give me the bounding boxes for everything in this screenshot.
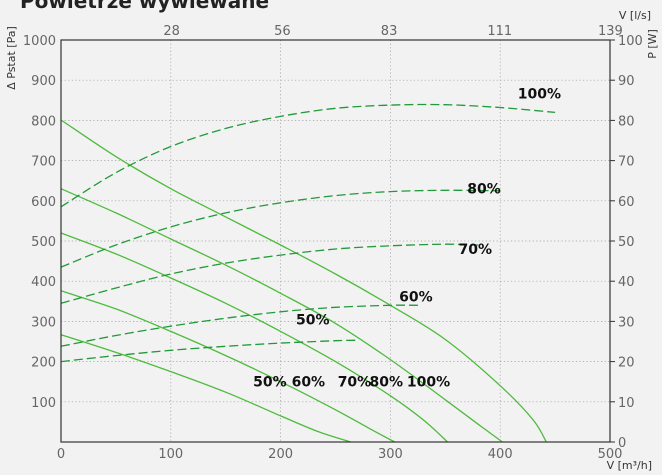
y-tick-label: 1000 <box>23 34 56 49</box>
y2-tick-label: 30 <box>618 315 635 330</box>
x-tick-label: 0 <box>57 447 65 462</box>
x-axis-label: V [m³/h] <box>607 459 652 472</box>
y-tick-label: 200 <box>31 356 56 371</box>
x2-tick-label: 111 <box>487 24 512 39</box>
y2-tick-label: 20 <box>618 356 635 371</box>
y-tick-label: 300 <box>31 315 56 330</box>
y2-tick-label: 10 <box>618 396 635 411</box>
pressure-curve-50pct <box>60 334 352 443</box>
curve-label: 70% <box>338 375 372 391</box>
y-tick-label: 800 <box>31 114 56 129</box>
curve-label: 50% <box>253 375 287 391</box>
x-tick-label: 500 <box>598 447 623 462</box>
pressure-curve-60pct <box>60 290 396 443</box>
curve-label: 60% <box>399 289 433 305</box>
y2-axis-label: P [W] <box>646 29 659 59</box>
y-tick-label: 500 <box>31 235 56 250</box>
x-tick-label: 100 <box>158 447 183 462</box>
x2-tick-label: 83 <box>381 24 398 39</box>
x2-tick-label: 56 <box>274 24 291 39</box>
curve-label: 80% <box>370 375 404 391</box>
y2-tick-label: 60 <box>618 195 635 210</box>
x2-tick-label: 28 <box>163 24 180 39</box>
x-tick-label: 200 <box>268 447 293 462</box>
x-tick-label: 300 <box>378 447 403 462</box>
y-axis-label: Δ Pstat [Pa] <box>5 26 18 90</box>
curve-labels: 100%80%70%60%50%50% 60% 70%80% 100% <box>253 86 561 390</box>
y-tick-label: 600 <box>31 195 56 210</box>
pressure-curve-100pct <box>60 119 547 443</box>
curve-label: 60% <box>292 375 326 391</box>
x2-axis-label: V [l/s] <box>619 9 651 22</box>
y2-tick-label: 40 <box>618 275 635 290</box>
power-curves <box>60 103 556 363</box>
y-tick-label: 400 <box>31 275 56 290</box>
curve-label: 100% <box>407 375 450 391</box>
y2-tick-label: 90 <box>618 74 635 89</box>
power-curve-80pct <box>60 189 501 268</box>
power-curve-100pct <box>60 103 556 208</box>
chart-title: Powietrze wywiewane <box>20 0 269 13</box>
y2-tick-label: 100 <box>618 34 643 49</box>
y2-tick-label: 0 <box>618 436 626 451</box>
y-tick-label: 700 <box>31 155 56 170</box>
power-curve-50pct <box>60 339 358 363</box>
y2-tick-label: 70 <box>618 155 635 170</box>
curve-label: 100% <box>518 86 561 102</box>
curve-label: 80% <box>467 182 501 198</box>
power-curve-60pct <box>60 304 418 347</box>
y-tick-label: 900 <box>31 74 56 89</box>
curve-label: 70% <box>458 242 492 258</box>
y2-tick-label: 50 <box>618 235 635 250</box>
y-tick-label: 100 <box>31 396 56 411</box>
pressure-curves <box>60 119 547 443</box>
pressure-curve-80pct <box>60 188 503 443</box>
power-curve-70pct <box>60 243 479 304</box>
x-tick-label: 400 <box>488 447 513 462</box>
x2-tick-label: 139 <box>598 24 623 39</box>
curve-label: 50% <box>296 313 330 329</box>
y2-tick-label: 80 <box>618 114 635 129</box>
pressure-curve-70pct <box>60 232 448 443</box>
